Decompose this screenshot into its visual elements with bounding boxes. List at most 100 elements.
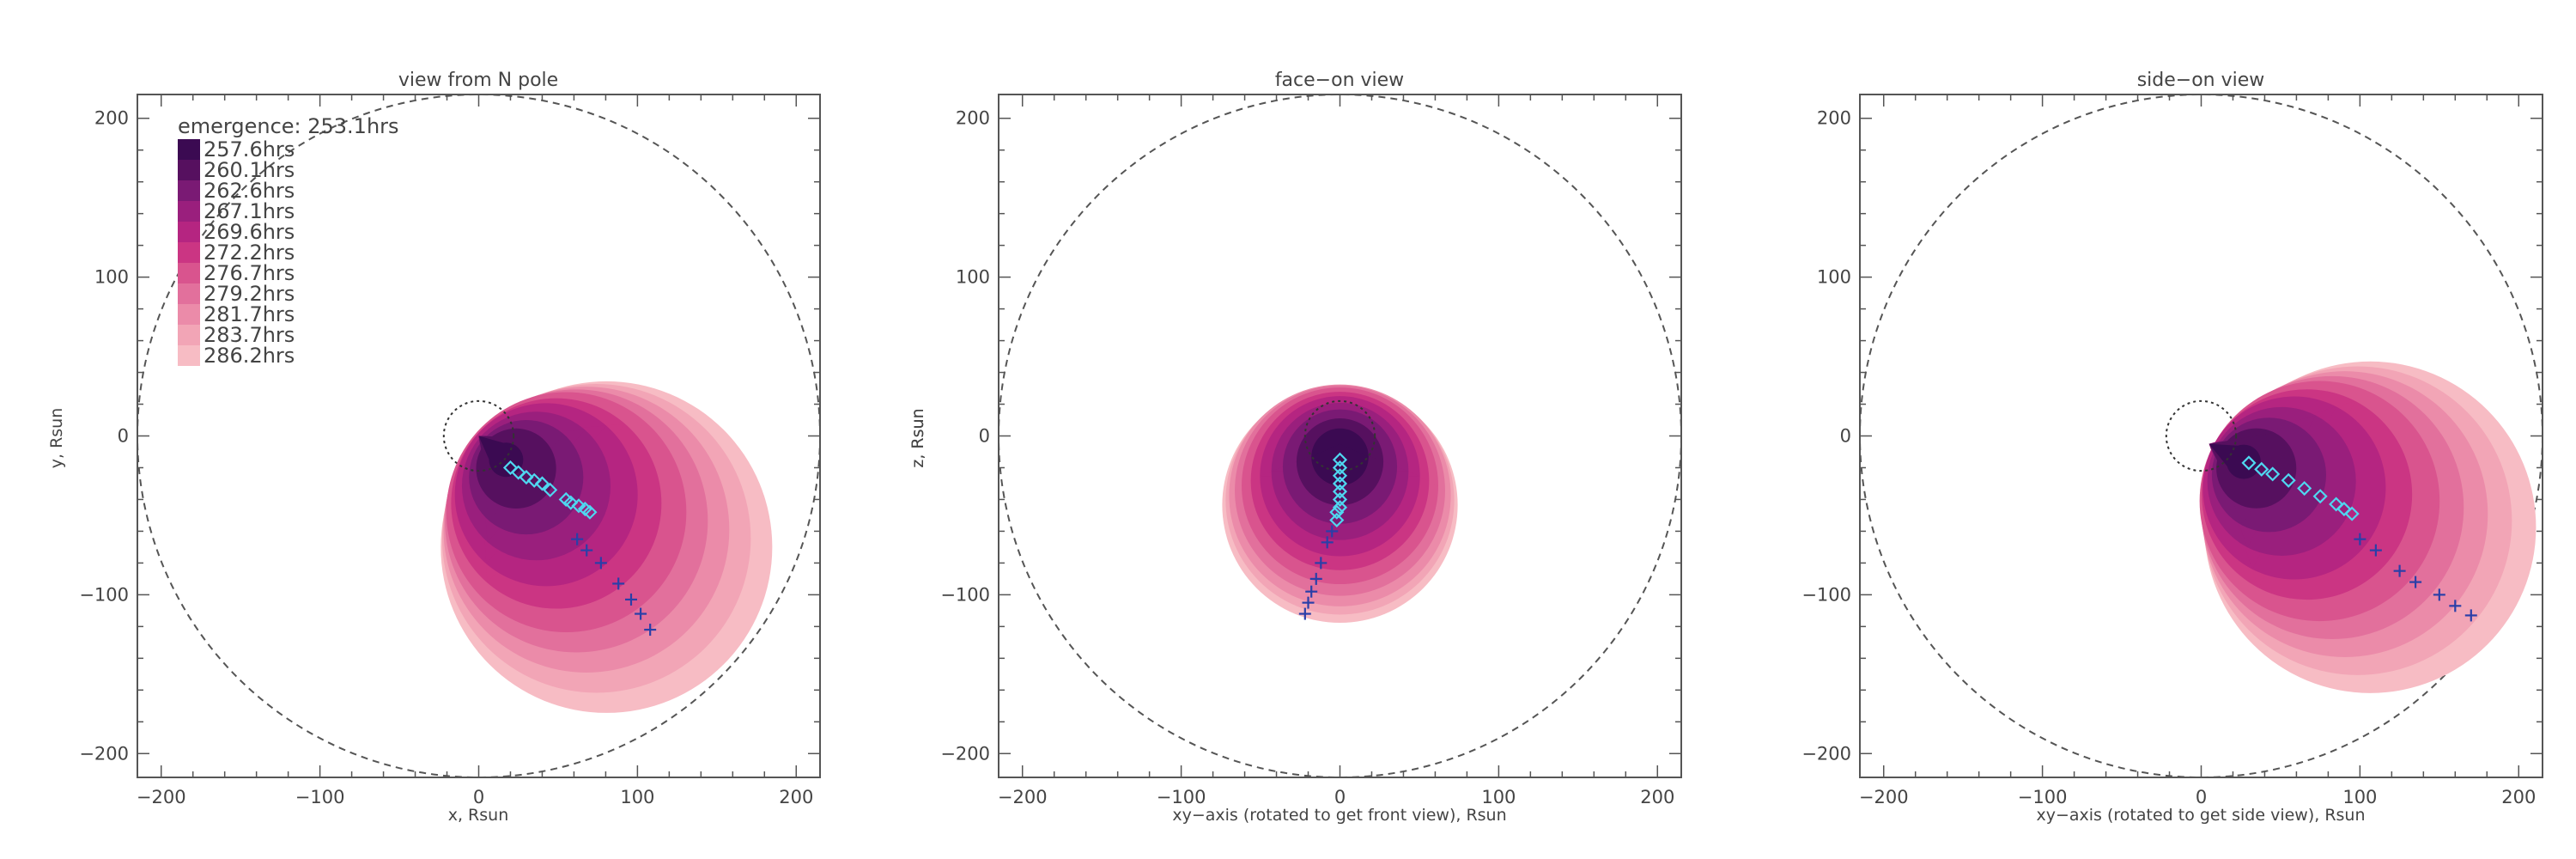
- x-tick-label: 0: [2196, 787, 2207, 807]
- diamond-marker: [502, 460, 519, 476]
- diamond-marker: [2254, 461, 2269, 477]
- x-tick-label: 0: [473, 787, 484, 807]
- cross-marker: [2393, 564, 2406, 577]
- x-axis-label: xy−axis (rotated to get side view), Rsun: [2036, 806, 2365, 825]
- y-tick-label: −100: [1801, 584, 1851, 605]
- y-tick-label: −100: [79, 584, 129, 605]
- y-axis-label: z, Rsun: [908, 408, 927, 467]
- legend-swatch: [178, 222, 200, 242]
- cross-marker: [2464, 609, 2477, 622]
- emergence-contour-wedge: [478, 436, 518, 473]
- x-tick-label: 100: [2342, 787, 2377, 807]
- y-tick-label: 100: [1817, 267, 1851, 288]
- diamond-marker: [1332, 491, 1348, 508]
- x-tick-label: 200: [1640, 787, 1674, 807]
- legend-swatch: [178, 263, 200, 283]
- y-tick-label: 0: [979, 426, 990, 447]
- cross-marker: [571, 533, 584, 545]
- legend-header: emergence: 253.1hrs: [178, 114, 399, 138]
- legend-label: 260.1hrs: [204, 158, 295, 182]
- legend-swatch: [178, 345, 200, 366]
- legend-swatch: [178, 325, 200, 345]
- legend: emergence: 253.1hrs 257.6hrs260.1hrs262.…: [178, 114, 399, 368]
- cross-marker: [2354, 533, 2366, 545]
- y-tick-label: 0: [118, 426, 129, 447]
- diamond-marker: [2241, 455, 2257, 471]
- legend-label: 267.1hrs: [204, 199, 295, 223]
- x-tick-label: −100: [295, 787, 345, 807]
- y-tick-label: 100: [94, 267, 129, 288]
- x-axis-label: xy−axis (rotated to get front view), Rsu…: [1172, 806, 1506, 825]
- legend-label: 281.7hrs: [204, 302, 295, 326]
- panel-face-on-view: face−on view xy−axis (rotated to get fro…: [908, 70, 1682, 825]
- emergence-contour-wedge: [1311, 443, 1369, 457]
- diamond-marker: [571, 498, 586, 514]
- y-tick-label: −200: [79, 743, 129, 764]
- x-tick-label: 100: [1481, 787, 1516, 807]
- diamond-marker: [2329, 497, 2344, 512]
- cross-marker: [635, 607, 647, 620]
- diamond-marker: [1332, 460, 1348, 476]
- cross-marker: [2449, 600, 2462, 612]
- cross-marker: [1305, 585, 1318, 598]
- legend-swatch: [178, 242, 200, 263]
- cross-marker: [1326, 525, 1339, 538]
- y-tick-label: 200: [1817, 108, 1851, 129]
- cross-marker: [580, 544, 593, 557]
- legend-label: 272.2hrs: [204, 241, 295, 265]
- legend-label: 269.6hrs: [204, 220, 295, 244]
- panel-title: face−on view: [1275, 70, 1404, 91]
- diamond-marker: [1332, 500, 1348, 515]
- diamond-marker: [2312, 489, 2328, 504]
- cross-marker: [2369, 544, 2382, 557]
- panel-title: view from N pole: [398, 70, 558, 91]
- panel-side-on-view: side−on view xy−axis (rotated to get sid…: [908, 70, 2543, 825]
- legend-swatch: [178, 201, 200, 222]
- legend-label: 286.2hrs: [204, 344, 295, 368]
- panel-title: side−on view: [2137, 70, 2265, 91]
- legend-swatch: [178, 304, 200, 325]
- emergence-contour-wedge: [2208, 443, 2252, 478]
- diamond-marker: [1329, 512, 1345, 528]
- y-tick-label: 0: [1840, 426, 1851, 447]
- sun-circle: [2165, 399, 2238, 472]
- cross-marker: [1315, 557, 1327, 570]
- cross-marker: [594, 557, 607, 570]
- plot-area: −200 −200 −100 −100 0 0 100 100 200 200: [940, 94, 1682, 807]
- legend-swatch: [178, 139, 200, 160]
- cross-marker: [612, 577, 625, 590]
- legend-label: 262.6hrs: [204, 179, 295, 203]
- diamond-marker: [2344, 506, 2360, 521]
- plot-area: −200 −200 −100 −100 0 0 100 100 200 200: [79, 94, 821, 807]
- diamond-marker: [534, 476, 550, 491]
- diamond-marker: [2281, 472, 2296, 488]
- y-tick-label: −200: [1801, 743, 1851, 764]
- x-tick-label: 0: [1334, 787, 1346, 807]
- cross-marker: [1321, 536, 1334, 549]
- diamond-marker: [1332, 452, 1348, 467]
- legend-label: 283.7hrs: [204, 323, 295, 347]
- diamond-marker: [1329, 504, 1345, 520]
- cross-marker: [2409, 576, 2422, 588]
- x-tick-label: −100: [1157, 787, 1206, 807]
- legend-swatch: [178, 180, 200, 201]
- legend-swatch: [178, 283, 200, 304]
- y-tick-label: −100: [940, 584, 990, 605]
- legend-swatch: [178, 160, 200, 180]
- diamond-marker: [519, 470, 534, 485]
- y-tick-label: 100: [956, 267, 990, 288]
- y-axis-label: z, Rsun: [908, 408, 927, 467]
- diamond-marker: [2336, 501, 2352, 517]
- y-axis-label: y, Rsun: [47, 408, 66, 469]
- diamond-marker: [511, 465, 526, 480]
- legend-label: 279.2hrs: [204, 282, 295, 306]
- x-tick-label: −200: [137, 787, 186, 807]
- cross-marker: [644, 624, 657, 637]
- sun-circle: [442, 399, 515, 472]
- diamond-marker: [1332, 484, 1348, 499]
- y-tick-label: −200: [940, 743, 990, 764]
- panel-view-from-n-pole: view from N pole x, Rsun y, Rsun −200−20…: [47, 70, 821, 825]
- x-tick-label: −100: [2018, 787, 2068, 807]
- cross-marker: [624, 593, 637, 606]
- x-tick-label: −200: [998, 787, 1048, 807]
